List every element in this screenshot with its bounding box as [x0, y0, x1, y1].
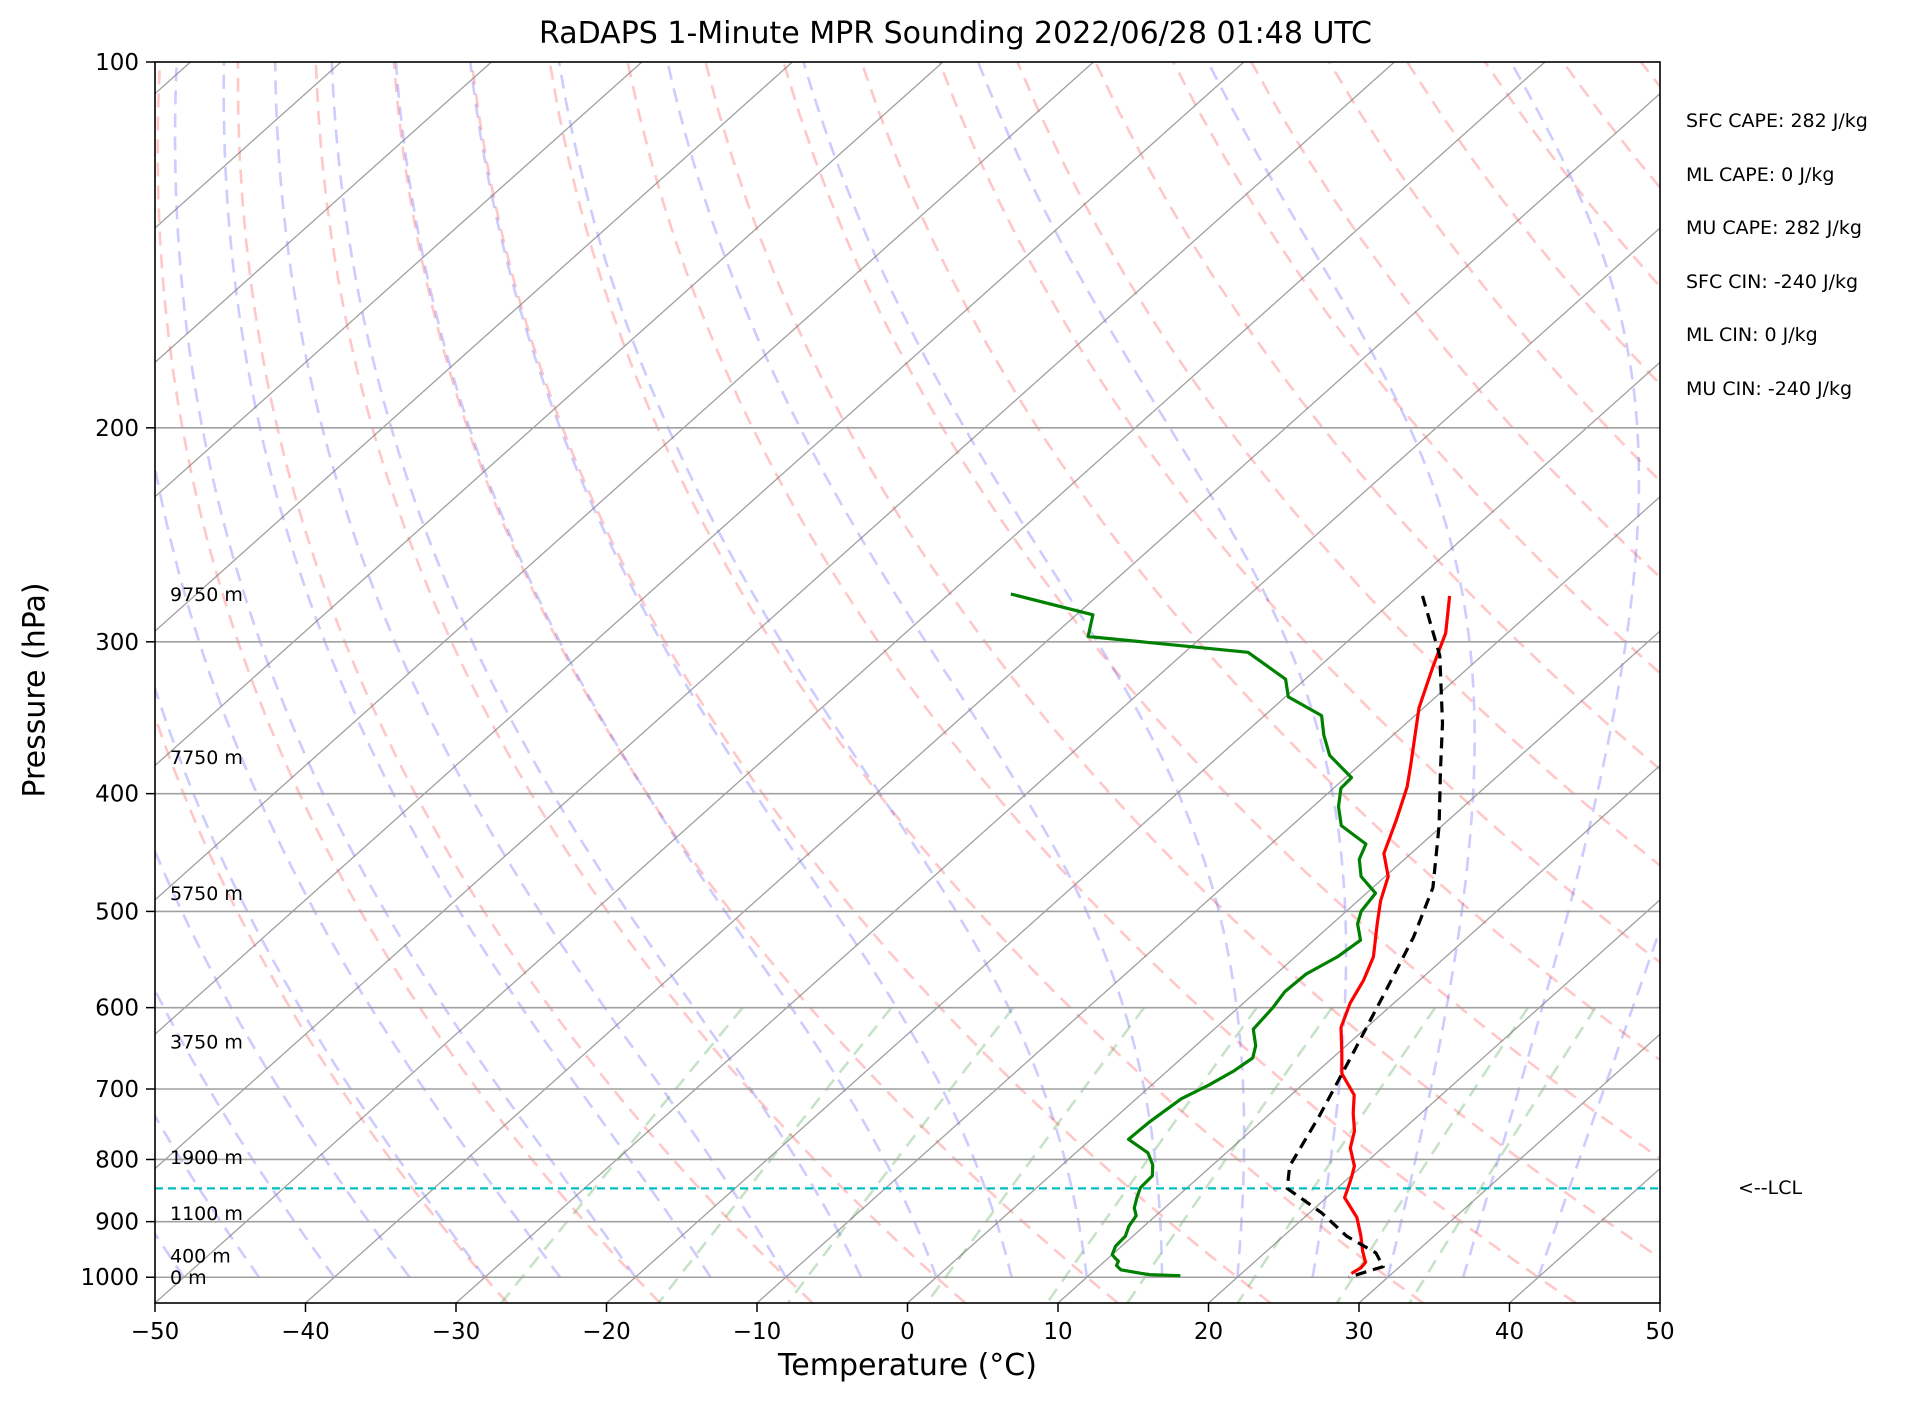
mixing-ratio-line [1045, 1006, 1258, 1303]
dry-adiabat [548, 62, 1424, 1303]
x-tick-label: −10 [733, 1319, 782, 1345]
background-lines [155, 62, 1660, 1303]
isotherm [155, 62, 1546, 1303]
dry-adiabat [236, 62, 814, 1303]
height-label: 9750 m [170, 584, 243, 606]
height-label: 1900 m [170, 1147, 243, 1169]
y-tick-label: 500 [95, 899, 139, 925]
height-label: 400 m [170, 1246, 231, 1268]
moist-adiabat [394, 62, 938, 1278]
x-tick-label: 30 [1344, 1319, 1373, 1345]
isotherm [155, 62, 1245, 1036]
x-axis-ticks: −50 −40 −30 −20 −10 0 10 20 30 40 50 [131, 1303, 1675, 1345]
dry-adiabat [704, 62, 1660, 1260]
x-tick-label: 40 [1495, 1319, 1524, 1345]
isotherm [305, 92, 1660, 1303]
y-axis-label: Pressure (hPa) [17, 582, 53, 798]
ml-cin-text: ML CIN: 0 J/kg [1686, 324, 1818, 346]
dewpoint-trace [1010, 592, 1378, 1278]
lcl-label: <--LCL [1738, 1177, 1803, 1199]
moist-adiabat [1537, 925, 1660, 1278]
mixing-ratio-line [786, 1006, 1015, 1303]
isotherm [155, 62, 1395, 1170]
y-tick-label: 800 [95, 1147, 139, 1173]
height-label: 5750 m [170, 883, 243, 905]
mixing-ratio-line [1126, 1006, 1334, 1303]
moist-adiabat [1461, 62, 1641, 1278]
dry-adiabat [156, 62, 661, 1303]
chart-title: RaDAPS 1-Minute MPR Sounding 2022/06/28 … [539, 16, 1372, 51]
moist-adiabat [222, 62, 712, 1278]
x-tick-label: −30 [432, 1319, 481, 1345]
moist-adiabat [273, 62, 787, 1278]
isotherm [907, 630, 1660, 1303]
x-tick-label: −40 [281, 1319, 330, 1345]
dry-adiabat [470, 62, 1272, 1303]
y-tick-label: 200 [95, 416, 139, 442]
isotherm [155, 62, 1094, 901]
x-tick-label: 0 [900, 1319, 915, 1345]
isotherm [1208, 899, 1660, 1303]
ml-cape-text: ML CAPE: 0 J/kg [1686, 164, 1835, 186]
isotherm [155, 62, 944, 767]
y-axis-ticks: 100 200 300 400 500 600 700 800 900 1000 [80, 50, 155, 1291]
mixing-ratio-line [1236, 1006, 1437, 1303]
mixing-ratio-line [1408, 1006, 1597, 1303]
isotherm [155, 62, 793, 632]
mixing-ratio-line [657, 1006, 893, 1303]
moist-adiabat [155, 847, 411, 1278]
dry-adiabat [155, 712, 509, 1303]
sfc-cape-text: SFC CAPE: 282 J/kg [1686, 110, 1868, 132]
y-tick-label: 300 [95, 630, 139, 656]
height-label: 0 m [170, 1267, 207, 1289]
height-label: 3750 m [170, 1032, 243, 1054]
isotherm [756, 495, 1660, 1303]
moist-adiabat [173, 62, 637, 1278]
moist-adiabat [155, 987, 336, 1278]
mu-cape-text: MU CAPE: 282 J/kg [1686, 217, 1862, 239]
y-tick-label: 400 [95, 782, 139, 808]
dry-adiabat [1094, 62, 1660, 771]
x-axis-label: Temperature (°C) [778, 1348, 1037, 1383]
temperature-trace [1339, 595, 1452, 1275]
moist-adiabat [155, 1113, 261, 1278]
height-label: 7750 m [170, 747, 243, 769]
isotherm [606, 361, 1660, 1303]
y-tick-label: 600 [95, 996, 139, 1022]
dry-adiabat [1016, 62, 1660, 868]
moist-adiabat [557, 62, 1089, 1278]
sounding-traces [1010, 592, 1452, 1279]
x-tick-label: 10 [1043, 1319, 1072, 1345]
x-tick-label: −50 [131, 1319, 180, 1345]
y-tick-label: 900 [95, 1210, 139, 1236]
height-label: 1100 m [170, 1203, 243, 1225]
isotherm [455, 227, 1660, 1303]
isotherm [155, 62, 643, 498]
x-tick-label: 50 [1645, 1319, 1674, 1345]
y-tick-label: 700 [95, 1077, 139, 1103]
mixing-ratio-line [1335, 1006, 1529, 1303]
height-labels: 9750 m 7750 m 5750 m 3750 m 1900 m 1100 m 400 … [170, 584, 243, 1289]
x-tick-label: 20 [1194, 1319, 1223, 1345]
moist-adiabat [330, 62, 863, 1278]
isotherm [1358, 1033, 1660, 1303]
mu-cin-text: MU CIN: -240 J/kg [1686, 378, 1853, 400]
moist-adiabat [155, 460, 562, 1278]
moist-adiabat [155, 684, 486, 1278]
mixing-ratio-line [925, 1006, 1146, 1303]
mixing-ratio-line [500, 1006, 744, 1303]
isotherm [1057, 764, 1660, 1303]
moist-adiabat [1206, 62, 1477, 1278]
dry-adiabat [626, 62, 1577, 1303]
moist-adiabat [469, 62, 1013, 1278]
dry-adiabat [782, 62, 1660, 1160]
y-tick-label: 1000 [80, 1265, 139, 1291]
y-tick-label: 100 [95, 50, 139, 76]
x-tick-label: −20 [582, 1319, 631, 1345]
isotherm [155, 62, 492, 364]
sfc-cin-text: SFC CIN: -240 J/kg [1686, 271, 1859, 293]
